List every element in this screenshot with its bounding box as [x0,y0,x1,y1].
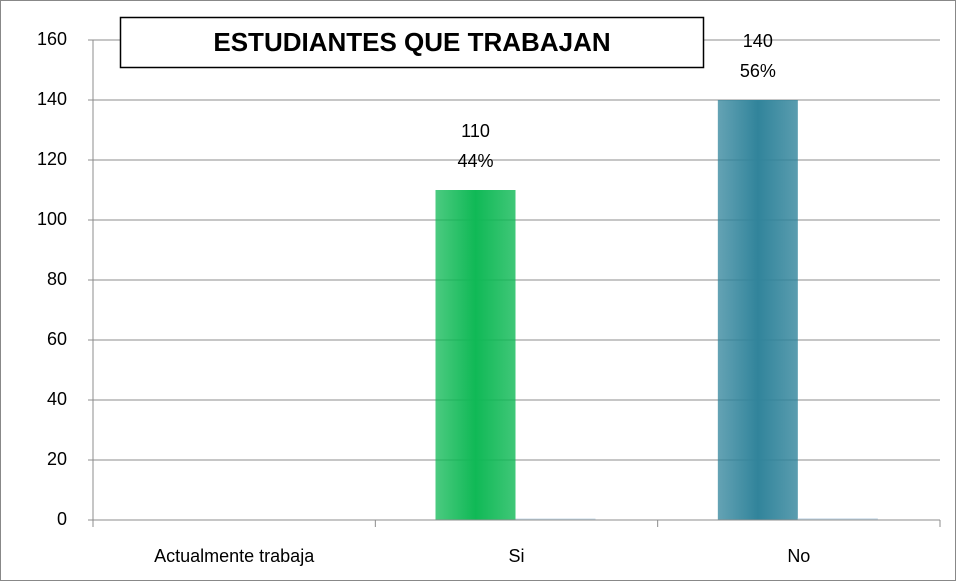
x-tick-label: No [787,546,810,566]
y-tick-label: 0 [57,509,67,529]
chart-title: ESTUDIANTES QUE TRABAJAN [213,27,610,57]
bar [435,190,516,520]
data-label: 140 [743,31,773,51]
y-tick-label: 80 [47,269,67,289]
y-tick-label: 20 [47,449,67,469]
y-tick-label: 100 [37,209,67,229]
data-label: 56% [740,61,776,81]
x-tick-label: Si [508,546,524,566]
y-tick-label: 140 [37,89,67,109]
y-tick-label: 160 [37,29,67,49]
y-tick-label: 40 [47,389,67,409]
bar [797,518,878,520]
data-label: 44% [457,151,493,171]
bar [515,518,596,520]
y-tick-label: 120 [37,149,67,169]
data-label: 110 [461,121,490,141]
plot: 0 20 40 60 80 100 120 140 160 Actualmente trabaja… [37,29,941,566]
y-tick-label: 60 [47,329,67,349]
bar [717,100,798,520]
title-box [119,16,705,69]
x-tick-label: Actualmente trabaja [154,546,315,566]
